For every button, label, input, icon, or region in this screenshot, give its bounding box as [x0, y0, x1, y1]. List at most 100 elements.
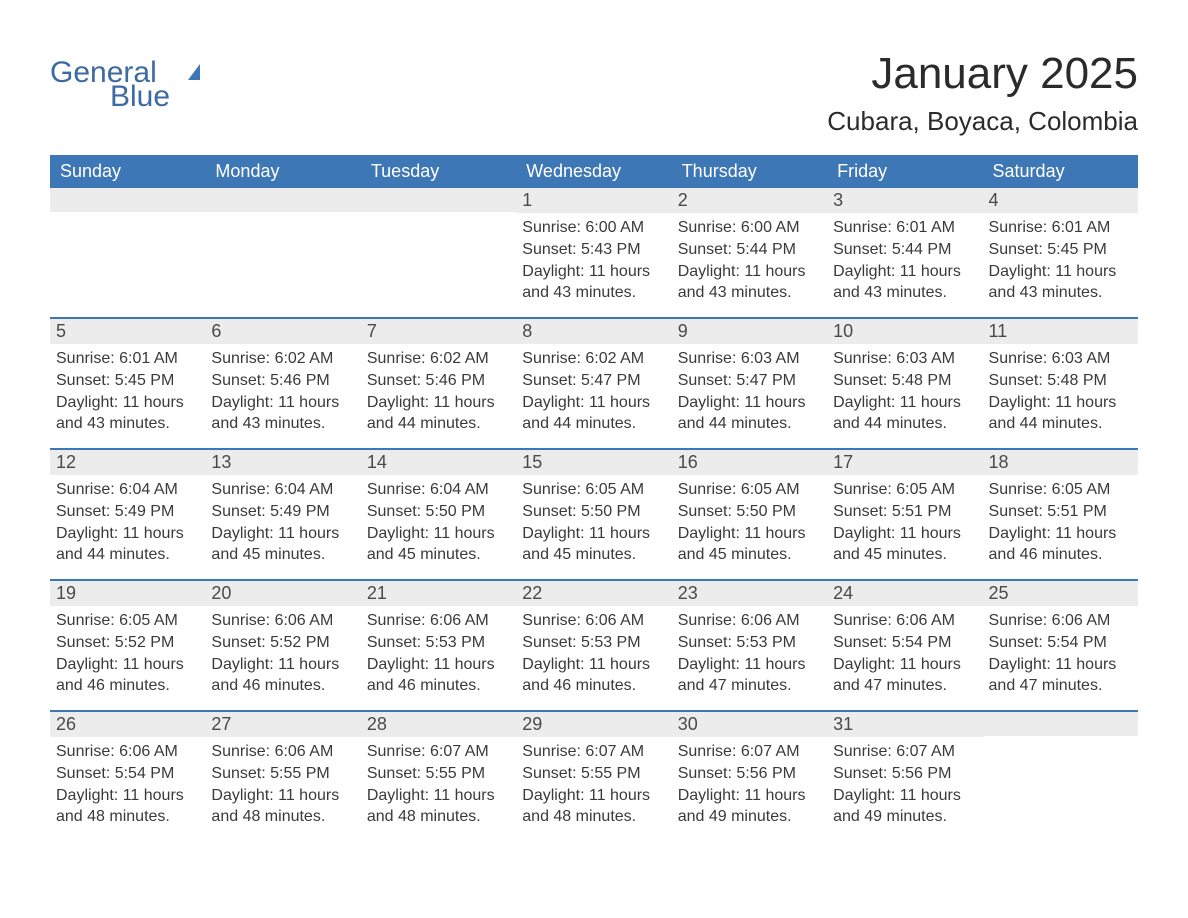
- day-cell: 13Sunrise: 6:04 AMSunset: 5:49 PMDayligh…: [205, 450, 360, 580]
- day-body: Sunrise: 6:02 AMSunset: 5:46 PMDaylight:…: [361, 344, 516, 440]
- day-body: Sunrise: 6:07 AMSunset: 5:56 PMDaylight:…: [827, 737, 982, 833]
- daylight-text: Daylight: 11 hours and 47 minutes.: [989, 654, 1132, 697]
- sunrise-text: Sunrise: 6:02 AM: [367, 348, 510, 370]
- sunrise-text: Sunrise: 6:00 AM: [678, 217, 821, 239]
- day-body: Sunrise: 6:03 AMSunset: 5:48 PMDaylight:…: [827, 344, 982, 440]
- day-number: 1: [516, 188, 671, 213]
- daylight-text: Daylight: 11 hours and 43 minutes.: [56, 392, 199, 435]
- sunrise-text: Sunrise: 6:02 AM: [211, 348, 354, 370]
- daylight-text: Daylight: 11 hours and 44 minutes.: [989, 392, 1132, 435]
- day-number: 11: [983, 319, 1138, 344]
- daylight-text: Daylight: 11 hours and 44 minutes.: [678, 392, 821, 435]
- day-body: Sunrise: 6:05 AMSunset: 5:51 PMDaylight:…: [983, 475, 1138, 571]
- day-number: 31: [827, 712, 982, 737]
- sunset-text: Sunset: 5:48 PM: [833, 370, 976, 392]
- sunrise-text: Sunrise: 6:06 AM: [522, 610, 665, 632]
- header: General Blue January 2025 Cubara, Boyaca…: [50, 50, 1138, 151]
- day-number: 7: [361, 319, 516, 344]
- day-cell: 10Sunrise: 6:03 AMSunset: 5:48 PMDayligh…: [827, 319, 982, 449]
- day-body: Sunrise: 6:05 AMSunset: 5:50 PMDaylight:…: [516, 475, 671, 571]
- daylight-text: Daylight: 11 hours and 45 minutes.: [833, 523, 976, 566]
- day-cell: 4Sunrise: 6:01 AMSunset: 5:45 PMDaylight…: [983, 188, 1138, 318]
- daylight-text: Daylight: 11 hours and 44 minutes.: [833, 392, 976, 435]
- day-cell: 7Sunrise: 6:02 AMSunset: 5:46 PMDaylight…: [361, 319, 516, 449]
- day-body: Sunrise: 6:02 AMSunset: 5:46 PMDaylight:…: [205, 344, 360, 440]
- sunrise-text: Sunrise: 6:05 AM: [522, 479, 665, 501]
- day-cell: 9Sunrise: 6:03 AMSunset: 5:47 PMDaylight…: [672, 319, 827, 449]
- day-number: [983, 712, 1138, 736]
- sunrise-text: Sunrise: 6:03 AM: [833, 348, 976, 370]
- day-number: 30: [672, 712, 827, 737]
- day-cell: 30Sunrise: 6:07 AMSunset: 5:56 PMDayligh…: [672, 712, 827, 842]
- week-row: 26Sunrise: 6:06 AMSunset: 5:54 PMDayligh…: [50, 712, 1138, 842]
- day-header: Tuesday: [361, 155, 516, 188]
- day-body: Sunrise: 6:06 AMSunset: 5:55 PMDaylight:…: [205, 737, 360, 833]
- day-cell: 22Sunrise: 6:06 AMSunset: 5:53 PMDayligh…: [516, 581, 671, 711]
- sunrise-text: Sunrise: 6:04 AM: [211, 479, 354, 501]
- sunrise-text: Sunrise: 6:05 AM: [56, 610, 199, 632]
- sunrise-text: Sunrise: 6:07 AM: [833, 741, 976, 763]
- sunrise-text: Sunrise: 6:06 AM: [367, 610, 510, 632]
- daylight-text: Daylight: 11 hours and 46 minutes.: [211, 654, 354, 697]
- sunrise-text: Sunrise: 6:07 AM: [678, 741, 821, 763]
- daylight-text: Daylight: 11 hours and 43 minutes.: [833, 261, 976, 304]
- daylight-text: Daylight: 11 hours and 43 minutes.: [989, 261, 1132, 304]
- sunrise-text: Sunrise: 6:06 AM: [989, 610, 1132, 632]
- sunrise-text: Sunrise: 6:01 AM: [989, 217, 1132, 239]
- day-number: 10: [827, 319, 982, 344]
- daylight-text: Daylight: 11 hours and 46 minutes.: [56, 654, 199, 697]
- sunrise-text: Sunrise: 6:05 AM: [833, 479, 976, 501]
- day-body: Sunrise: 6:01 AMSunset: 5:45 PMDaylight:…: [983, 213, 1138, 309]
- daylight-text: Daylight: 11 hours and 43 minutes.: [522, 261, 665, 304]
- day-number: 26: [50, 712, 205, 737]
- sunset-text: Sunset: 5:47 PM: [678, 370, 821, 392]
- sunset-text: Sunset: 5:46 PM: [211, 370, 354, 392]
- day-number: 25: [983, 581, 1138, 606]
- daylight-text: Daylight: 11 hours and 46 minutes.: [367, 654, 510, 697]
- sunrise-text: Sunrise: 6:01 AM: [833, 217, 976, 239]
- sunrise-text: Sunrise: 6:05 AM: [678, 479, 821, 501]
- day-number: 27: [205, 712, 360, 737]
- day-number: 16: [672, 450, 827, 475]
- logo: General Blue: [50, 50, 116, 112]
- day-number: 22: [516, 581, 671, 606]
- day-number: 15: [516, 450, 671, 475]
- sunset-text: Sunset: 5:52 PM: [56, 632, 199, 654]
- sunset-text: Sunset: 5:50 PM: [678, 501, 821, 523]
- sunrise-text: Sunrise: 6:03 AM: [678, 348, 821, 370]
- sunrise-text: Sunrise: 6:02 AM: [522, 348, 665, 370]
- day-cell: 3Sunrise: 6:01 AMSunset: 5:44 PMDaylight…: [827, 188, 982, 318]
- calendar-page: General Blue January 2025 Cubara, Boyaca…: [0, 0, 1188, 882]
- day-number: 2: [672, 188, 827, 213]
- day-cell: [983, 712, 1138, 842]
- day-number: 12: [50, 450, 205, 475]
- day-number: 4: [983, 188, 1138, 213]
- day-body: Sunrise: 6:04 AMSunset: 5:49 PMDaylight:…: [50, 475, 205, 571]
- day-cell: 18Sunrise: 6:05 AMSunset: 5:51 PMDayligh…: [983, 450, 1138, 580]
- day-cell: 1Sunrise: 6:00 AMSunset: 5:43 PMDaylight…: [516, 188, 671, 318]
- sunset-text: Sunset: 5:51 PM: [833, 501, 976, 523]
- day-number: 21: [361, 581, 516, 606]
- day-cell: 11Sunrise: 6:03 AMSunset: 5:48 PMDayligh…: [983, 319, 1138, 449]
- day-body: Sunrise: 6:07 AMSunset: 5:56 PMDaylight:…: [672, 737, 827, 833]
- day-number: 5: [50, 319, 205, 344]
- day-cell: [50, 188, 205, 318]
- sunset-text: Sunset: 5:56 PM: [833, 763, 976, 785]
- day-number: [205, 188, 360, 212]
- sunrise-text: Sunrise: 6:06 AM: [678, 610, 821, 632]
- day-number: 28: [361, 712, 516, 737]
- daylight-text: Daylight: 11 hours and 45 minutes.: [211, 523, 354, 566]
- day-number: 17: [827, 450, 982, 475]
- day-number: 13: [205, 450, 360, 475]
- day-body: Sunrise: 6:06 AMSunset: 5:54 PMDaylight:…: [983, 606, 1138, 702]
- day-number: 6: [205, 319, 360, 344]
- sunset-text: Sunset: 5:51 PM: [989, 501, 1132, 523]
- sunset-text: Sunset: 5:44 PM: [833, 239, 976, 261]
- sunrise-text: Sunrise: 6:06 AM: [211, 610, 354, 632]
- daylight-text: Daylight: 11 hours and 44 minutes.: [367, 392, 510, 435]
- sunset-text: Sunset: 5:55 PM: [211, 763, 354, 785]
- sunset-text: Sunset: 5:45 PM: [56, 370, 199, 392]
- daylight-text: Daylight: 11 hours and 45 minutes.: [522, 523, 665, 566]
- sunset-text: Sunset: 5:49 PM: [56, 501, 199, 523]
- sunset-text: Sunset: 5:47 PM: [522, 370, 665, 392]
